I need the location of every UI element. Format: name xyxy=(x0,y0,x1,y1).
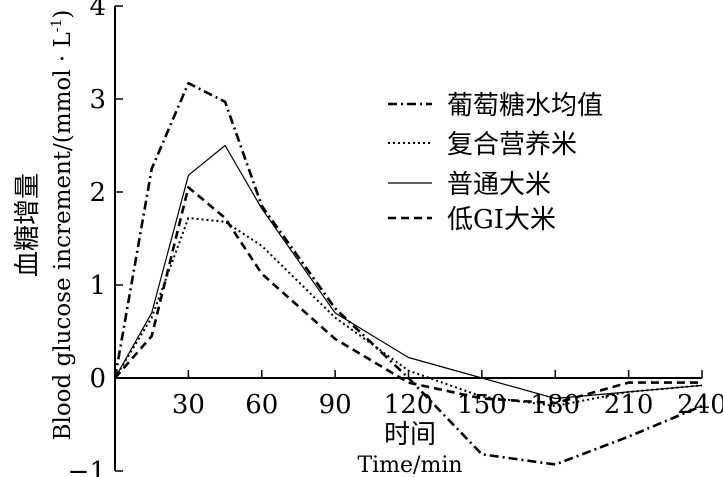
y-axis-label: Blood glucose increment/(mmol · L-1) xyxy=(49,10,76,441)
series-line-4 xyxy=(114,186,702,405)
x-tick-label: 180 xyxy=(530,390,580,420)
legend-label: 低GI大米 xyxy=(447,205,556,235)
x-tick-label: 60 xyxy=(245,390,278,420)
x-tick-label: 240 xyxy=(677,390,723,420)
x-tick-labels: 30 60 90 120 150 180 210 240 xyxy=(172,370,723,420)
y-axis-label-close: ) xyxy=(50,10,76,19)
x-tick-label: 30 xyxy=(172,390,205,420)
y-axis-label-cn: 血糖增量 xyxy=(13,173,43,277)
y-axis-label-sup: -1 xyxy=(49,19,65,33)
legend-label: 葡萄糖水均值 xyxy=(447,91,603,121)
y-tick-label: 4 xyxy=(89,0,106,22)
legend-label: 复合营养米 xyxy=(447,130,577,160)
y-tick-label: 2 xyxy=(89,178,106,208)
x-tick-label: 210 xyxy=(604,390,654,420)
y-tick-label: 1 xyxy=(89,271,106,301)
y-tick-label: −1 xyxy=(68,457,106,477)
y-axis-label-cn-group: 血糖增量 xyxy=(13,173,43,277)
legend-label: 普通大米 xyxy=(447,170,551,200)
series-line-2 xyxy=(114,217,703,407)
y-tick-label: 3 xyxy=(89,85,106,115)
y-axis-label-main: Blood glucose increment/(mmol · L xyxy=(50,32,76,440)
x-tick-label: 90 xyxy=(319,390,352,420)
y-axis-label-group: Blood glucose increment/(mmol · L-1) xyxy=(49,10,76,441)
series-line-1 xyxy=(113,81,703,466)
series-lines xyxy=(113,81,703,466)
x-axis-label-cn: 时间 xyxy=(384,420,436,450)
y-tick-label: 0 xyxy=(89,364,106,394)
x-axis-label: Time/min xyxy=(357,453,462,477)
y-tick-labels: 4 3 2 1 0 −1 xyxy=(68,0,123,477)
